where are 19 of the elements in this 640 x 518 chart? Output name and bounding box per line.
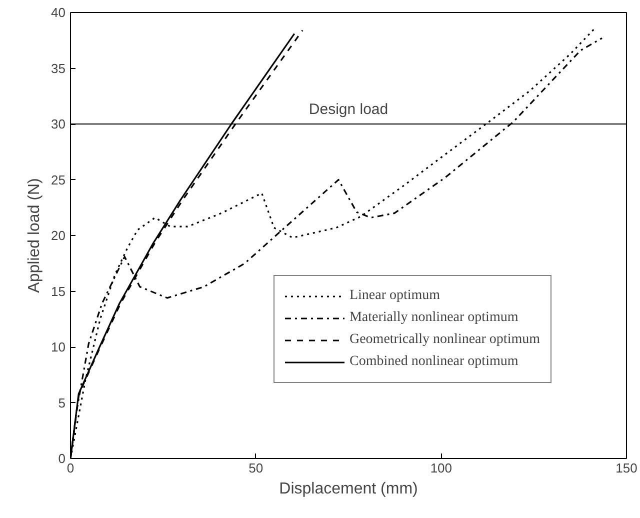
legend-label: Materially nonlinear optimum [349,310,518,326]
x-tick-label: 100 [430,460,452,476]
legend-label: Linear optimum [349,288,440,304]
y-tick-label: 30 [51,116,66,132]
ref-line-label: Design load [308,101,388,118]
y-tick-label: 25 [51,172,66,188]
x-tick-label: 150 [616,460,638,476]
y-axis-title: Applied load (N) [26,178,44,293]
x-axis-title: Displacement (mm) [279,480,418,498]
y-tick-label: 40 [51,5,66,20]
y-tick-label: 20 [51,228,66,243]
y-tick-label: 15 [51,284,66,299]
legend-label: Geometrically nonlinear optimum [349,332,540,348]
y-tick-label: 10 [51,340,66,354]
legend-label: Combined nonlinear optimum [349,354,518,370]
x-tick-label: 50 [248,460,264,476]
y-tick-label: 5 [58,395,66,410]
y-tick-label: 35 [51,60,66,76]
y-tick-label: 0 [58,451,66,466]
